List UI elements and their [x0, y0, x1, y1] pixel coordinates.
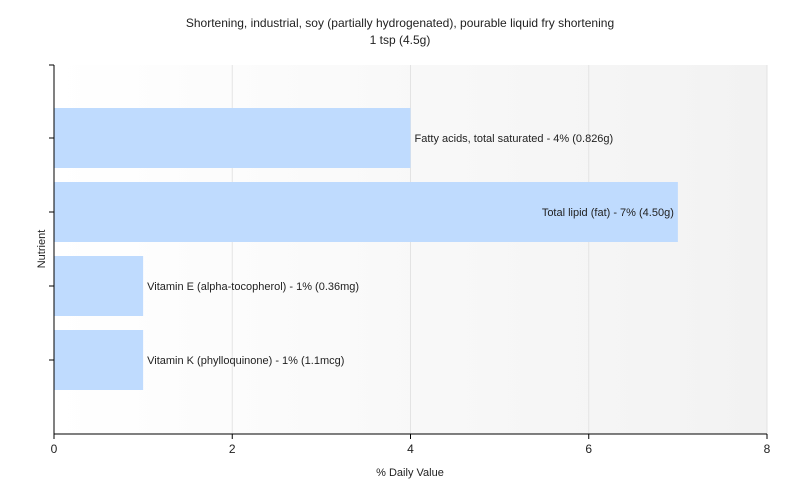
x-tick-label: 6 [585, 442, 592, 456]
bar [54, 330, 144, 390]
bar-data-label: Vitamin K (phylloquinone) - 1% (1.1mcg) [147, 355, 344, 367]
bars-group: Fatty acids, total saturated - 4% (0.826… [54, 108, 678, 390]
x-tick-label: 0 [51, 442, 58, 456]
x-axis-ticks: 0 2 4 6 8 [51, 434, 771, 456]
bar [54, 256, 144, 316]
bar-data-label: Vitamin E (alpha-tocopherol) - 1% (0.36m… [147, 281, 359, 293]
bar [54, 182, 678, 242]
x-tick-label: 4 [407, 442, 414, 456]
x-axis-title: % Daily Value [376, 467, 444, 479]
x-tick-label: 2 [229, 442, 236, 456]
bar-data-label: Total lipid (fat) - 7% (4.50g) [542, 207, 674, 219]
chart-title: Shortening, industrial, soy (partially h… [186, 16, 614, 30]
bar-data-label: Fatty acids, total saturated - 4% (0.826… [415, 133, 614, 145]
chart-subtitle: 1 tsp (4.5g) [370, 33, 431, 47]
bar [54, 108, 411, 168]
x-tick-label: 8 [764, 442, 771, 456]
y-axis-title: Nutrient [36, 230, 48, 269]
y-axis-ticks [49, 64, 54, 361]
